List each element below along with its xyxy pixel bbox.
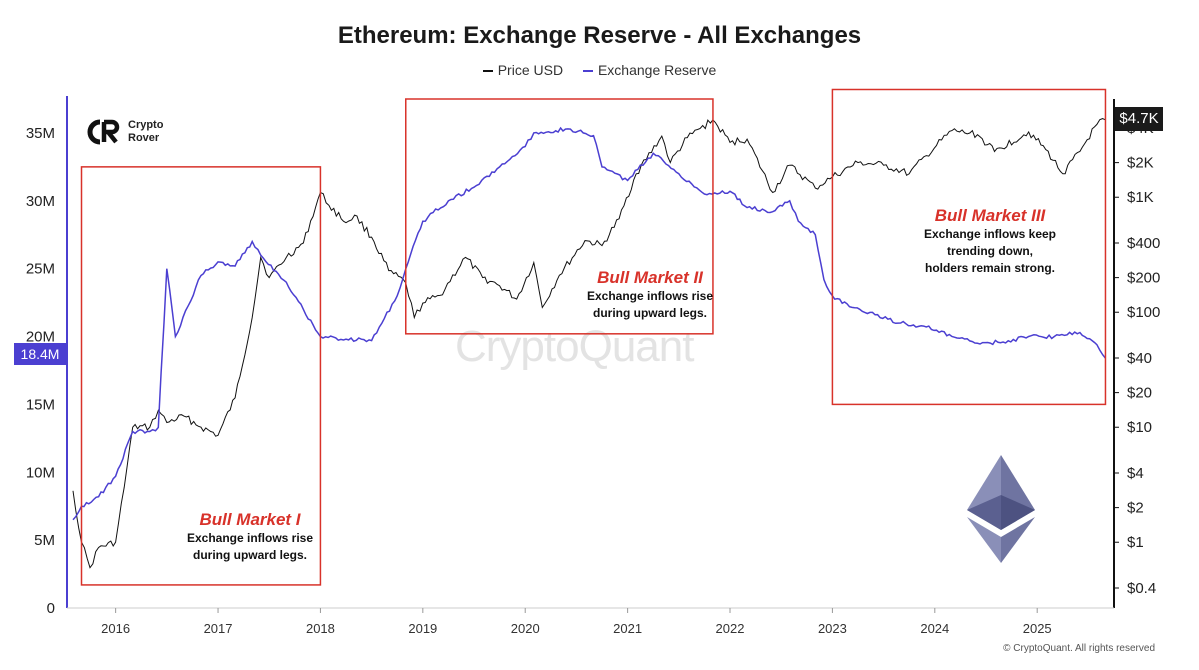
x-tick-label: 2020 [511,621,540,636]
x-tick-label: 2019 [408,621,437,636]
page-title: Ethereum: Exchange Reserve - All Exchang… [337,22,862,49]
left-tick-label: 5M [34,532,55,549]
x-tick-label: 2018 [306,621,335,636]
watermark: CryptoQuant [455,322,694,371]
right-tick-label: $20 [1127,385,1152,402]
x-tick-label: 2024 [920,621,949,636]
current-price-tag: $4.7K [1115,107,1163,131]
annotation-line: Exchange inflows rise [586,289,714,303]
annotation-line: Exchange inflows rise [186,531,314,545]
legend-label-price: Price USD [497,62,564,78]
left-tick-label: 15M [26,396,55,413]
brand-line-2: Rover [128,132,160,144]
annotation-bull-market-1: Bull Market I Exchange inflows rise duri… [150,510,350,564]
x-tick-label: 2017 [204,621,233,636]
highlight-box-1 [80,166,322,586]
right-tick-label: $0.4 [1127,580,1156,597]
crypto-rover-logo-icon [87,119,120,145]
annotation-bull-market-3: Bull Market III Exchange inflows keep tr… [890,206,1090,277]
brand-line-1: Crypto [128,119,164,131]
chart-legend: Price USD Exchange Reserve [0,62,1199,78]
right-tick-label: $40 [1127,350,1152,367]
right-tick-label: $400 [1127,235,1160,252]
annotation-heading: Bull Market II [597,268,703,287]
annotation-line: holders remain strong. [924,261,1056,275]
annotation-line: Exchange inflows keep [923,227,1057,241]
legend-item-price[interactable]: Price USD [482,62,564,78]
series-line-price [72,118,1106,569]
left-tick-label: 10M [26,464,55,481]
annotation-heading: Bull Market I [199,510,301,529]
highlight-box-2 [405,98,714,335]
x-tick-label: 2025 [1023,621,1052,636]
annotation-line: during upward legs. [192,548,307,562]
right-tick-label: $2 [1127,500,1144,517]
copyright-text: © CryptoQuant. All rights reserved [1003,643,1155,654]
legend-swatch-reserve [582,70,593,73]
right-tick-label: $200 [1127,270,1160,287]
legend-swatch-price [482,70,493,73]
ethereum-logo-icon [967,455,1035,563]
x-tick-label: 2016 [101,621,130,636]
left-tick-label: 20M [26,329,55,346]
series-line-reserve [72,126,1107,521]
right-tick-label: $1K [1127,189,1154,206]
legend-label-reserve: Exchange Reserve [597,62,717,78]
current-reserve-tag: 18.4M [14,343,66,365]
left-tick-label: 30M [26,193,55,210]
right-tick-label: $10 [1127,419,1152,436]
left-tick-label: 0 [47,600,55,617]
left-tick-label: 25M [26,261,55,278]
brand-name: Crypto Rover [128,119,163,145]
highlight-box-3 [831,88,1107,406]
x-tick-label: 2022 [716,621,745,636]
right-tick-label: $1 [1127,534,1144,551]
right-tick-label: $4 [1127,465,1144,482]
annotation-heading: Bull Market III [934,206,1046,225]
x-tick-label: 2023 [818,621,847,636]
x-tick-label: 2021 [613,621,642,636]
annotation-line: trending down, [947,244,1033,258]
legend-item-reserve[interactable]: Exchange Reserve [582,62,717,78]
right-tick-label: $2K [1127,155,1154,172]
brand-logo: Crypto Rover [86,118,163,146]
right-tick-label: $100 [1127,304,1160,321]
annotation-bull-market-2: Bull Market II Exchange inflows rise dur… [550,268,750,322]
annotation-line: during upward legs. [592,306,707,320]
left-tick-label: 35M [26,125,55,142]
